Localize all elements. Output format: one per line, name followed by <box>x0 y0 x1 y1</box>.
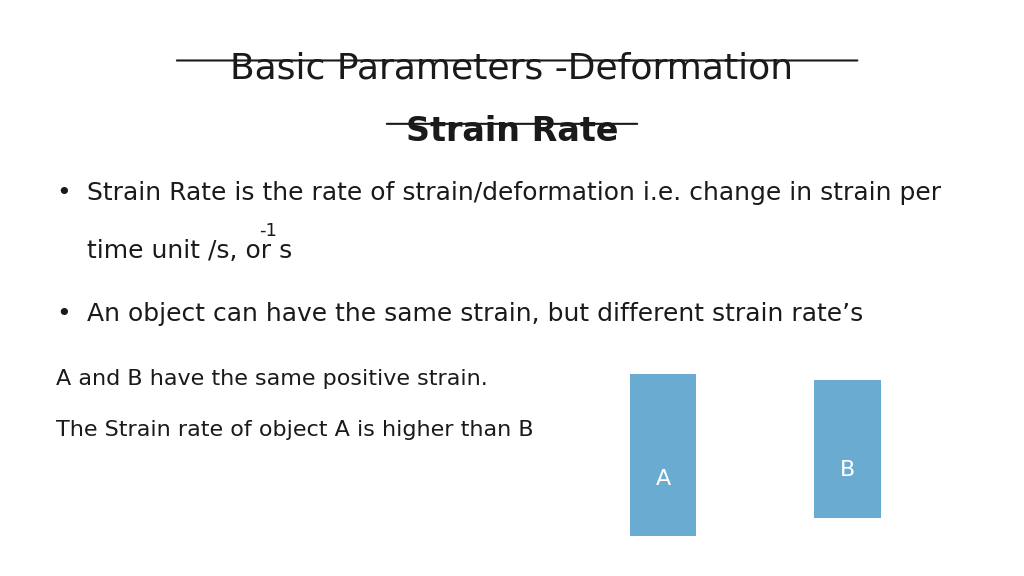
Text: •: • <box>56 181 71 206</box>
Text: Basic Parameters -Deformation: Basic Parameters -Deformation <box>230 52 794 86</box>
Text: -1: -1 <box>259 222 276 240</box>
Text: A: A <box>655 469 671 489</box>
Text: B: B <box>840 460 855 480</box>
Text: Strain Rate is the rate of strain/deformation i.e. change in strain per: Strain Rate is the rate of strain/deform… <box>87 181 941 206</box>
Text: A and B have the same positive strain.: A and B have the same positive strain. <box>56 369 488 389</box>
Text: •: • <box>56 302 71 327</box>
Text: The Strain rate of object A is higher than B: The Strain rate of object A is higher th… <box>56 420 534 441</box>
Text: Strain Rate: Strain Rate <box>406 115 618 148</box>
Text: time unit /s, or s: time unit /s, or s <box>87 239 292 263</box>
FancyBboxPatch shape <box>814 380 881 518</box>
Text: An object can have the same strain, but different strain rate’s: An object can have the same strain, but … <box>87 302 863 327</box>
FancyBboxPatch shape <box>630 374 696 536</box>
